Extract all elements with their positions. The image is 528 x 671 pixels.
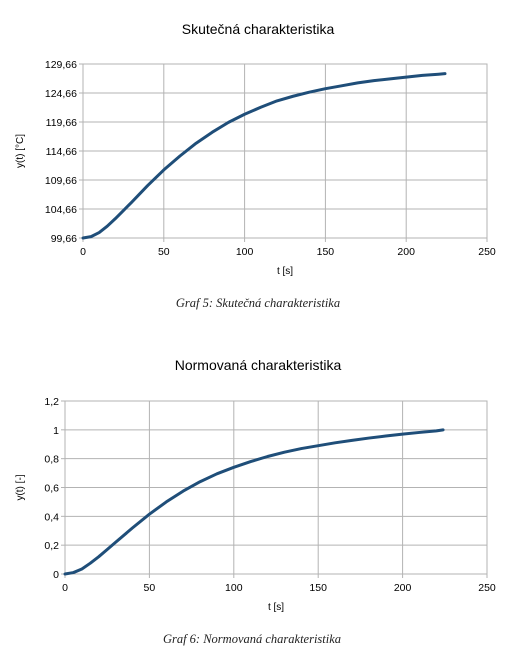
y-tick-label: 0,8 [44, 454, 59, 466]
y-tick-label: 0,4 [44, 511, 59, 523]
y-tick-label: 1,2 [44, 396, 59, 408]
chart-title: Normovaná charakteristika [175, 357, 342, 373]
x-tick-label: 250 [478, 582, 496, 594]
x-tick-label: 100 [236, 246, 254, 258]
chart-title: Skutečná charakteristika [182, 21, 335, 37]
x-tick-label: 0 [80, 246, 86, 258]
y-axis-label: y(t) [-] [15, 474, 26, 500]
y-tick-label: 109,66 [45, 175, 77, 187]
y-tick-label: 0,2 [44, 540, 59, 552]
series-line [81, 72, 447, 240]
y-tick-label: 0 [53, 569, 59, 581]
y-tick-label: 124,66 [45, 88, 77, 100]
y-tick-label: 104,66 [45, 204, 77, 216]
x-tick-label: 50 [158, 246, 170, 258]
y-tick-label: 1 [53, 425, 59, 437]
x-tick-label: 250 [478, 246, 496, 258]
y-tick-label: 129,66 [45, 59, 77, 71]
y-tick-label: 119,66 [46, 117, 77, 129]
x-tick-label: 100 [225, 582, 243, 594]
y-tick-label: 114,66 [46, 146, 77, 158]
y-axis-label: y(t) [°C] [15, 134, 26, 168]
x-tick-label: 0 [62, 582, 68, 594]
y-tick-label: 0,6 [44, 483, 59, 495]
caption-graf-6: Graf 6: Normovaná charakteristika [162, 632, 342, 646]
x-tick-label: 200 [397, 246, 415, 258]
x-tick-label: 50 [144, 582, 156, 594]
x-tick-label: 150 [317, 246, 335, 258]
y-tick-label: 99,66 [51, 233, 77, 245]
chart-skutecna: Skutečná charakteristika 99,66 104,66 109,6… [15, 21, 496, 277]
caption-graf-5: Graf 5: Skutečná charakteristika [175, 296, 341, 310]
x-axis-label: t [s] [277, 266, 293, 277]
x-axis-label: t [s] [268, 602, 284, 613]
series-line [63, 428, 445, 576]
x-tick-label: 200 [394, 582, 412, 594]
chart-normovana: Normovaná charakteristika 0 0,2 0,4 0,6 0,8 1 1… [15, 357, 496, 613]
x-tick-label: 150 [309, 582, 327, 594]
